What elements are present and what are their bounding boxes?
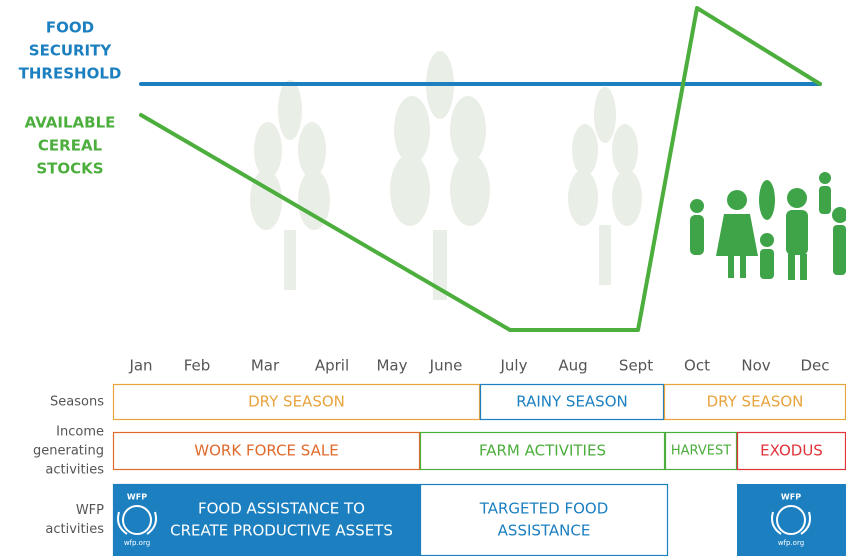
month-label: Nov — [741, 357, 770, 375]
threshold-label: THRESHOLD — [19, 65, 122, 83]
month-label: Jan — [128, 357, 152, 375]
cell-text: EXODUS — [760, 442, 823, 460]
month-label: Sept — [619, 357, 653, 375]
month-label: Feb — [184, 357, 211, 375]
threshold-label: FOOD — [46, 19, 94, 37]
stocks-label: STOCKS — [36, 160, 103, 178]
month-label: May — [376, 357, 407, 375]
month-label: Aug — [558, 357, 587, 375]
cell-text: ASSISTANCE — [498, 522, 591, 540]
stocks-label: CEREAL — [38, 137, 103, 155]
row-label: Seasons — [50, 395, 104, 410]
logo-name: WFP — [781, 493, 801, 502]
cell-text: DRY SEASON — [248, 393, 345, 411]
month-label: Oct — [684, 357, 710, 375]
diagram: FOOD SECURITY THRESHOLD AVAILABLE CEREAL STOC… — [0, 0, 846, 556]
row-label: Income — [56, 425, 104, 440]
month-label: June — [429, 357, 463, 375]
row-label: WFP — [76, 503, 104, 518]
cell-text: HARVEST — [671, 444, 731, 459]
cell-text: CREATE PRODUCTIVE ASSETS — [170, 522, 393, 540]
stocks-label: AVAILABLE — [25, 114, 116, 132]
threshold-label: SECURITY — [29, 42, 113, 60]
logo-url: wfp.org — [778, 539, 804, 547]
row-label: activities — [45, 463, 104, 478]
month-label: Mar — [251, 357, 280, 375]
cell — [114, 485, 420, 556]
row-label: generating — [33, 444, 104, 459]
logo-url: wfp.org — [124, 539, 150, 547]
month-label: July — [500, 357, 528, 375]
logo-name: WFP — [127, 493, 147, 502]
month-label: April — [315, 357, 349, 375]
cell-text: TARGETED FOOD — [479, 500, 609, 518]
row-label: activities — [45, 522, 104, 537]
cell — [421, 485, 668, 556]
cell-text: RAINY SEASON — [516, 393, 627, 411]
cell-text: FARM ACTIVITIES — [479, 442, 606, 460]
month-label: Dec — [800, 357, 829, 375]
family-icon — [690, 172, 846, 280]
cell-text: DRY SEASON — [707, 393, 804, 411]
cell-text: WORK FORCE SALE — [194, 442, 338, 460]
cell-text: FOOD ASSISTANCE TO — [198, 500, 365, 518]
wheat-decor — [250, 51, 642, 300]
